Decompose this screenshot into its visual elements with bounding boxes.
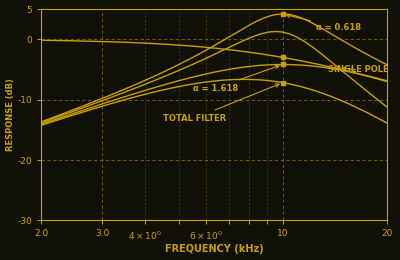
Y-axis label: RESPONSE (dB): RESPONSE (dB) [6, 78, 14, 151]
Text: SINGLE POLE: SINGLE POLE [328, 66, 388, 74]
X-axis label: FREQUENCY (kHz): FREQUENCY (kHz) [165, 244, 263, 255]
Text: α = 1.618: α = 1.618 [193, 65, 279, 93]
Text: TOTAL FILTER: TOTAL FILTER [163, 84, 279, 123]
Text: α = 0.618: α = 0.618 [286, 14, 361, 32]
